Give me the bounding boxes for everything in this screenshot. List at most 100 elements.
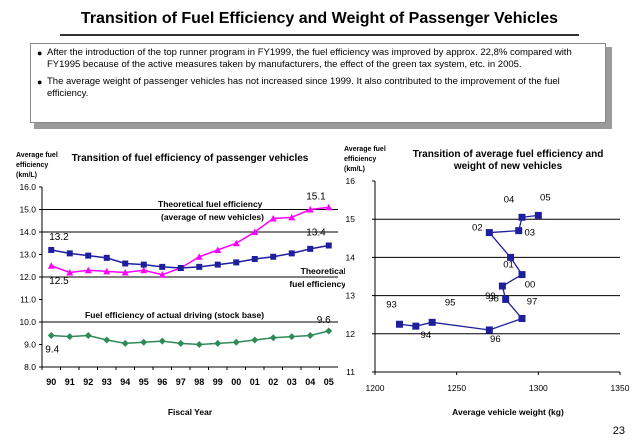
series-label: Theoretical [301,266,345,276]
data-label: 9.6 [317,315,331,326]
data-label: 15.1 [306,191,326,202]
x-tick-label: 02 [268,377,278,387]
point-label: 04 [504,194,515,205]
point-label: 99 [485,291,496,302]
data-point-year-97 [518,315,526,323]
slide-title: Transition of Fuel Efficiency and Weight… [80,10,559,27]
y-tick-label: 11.0 [20,295,36,305]
data-point-theoretical [47,262,55,269]
x-tick-label: 99 [213,377,223,387]
data-point-average [159,263,166,270]
x-tick-label: 91 [65,377,75,387]
y-tick-label: 12.0 [19,272,36,282]
data-point-average [140,261,147,268]
data-point-year-94 [412,322,420,330]
y-axis-label: Average fuel [344,146,386,153]
weight-efficiency-scatter-chart: Transition of average fuel efficiency an… [344,146,630,417]
data-point-theoretical [121,269,129,276]
data-point-average [214,261,221,268]
data-point-theoretical [232,239,240,247]
data-point-average [66,250,73,257]
x-tick-label: 1350 [611,383,630,393]
y-axis-label: efficiency [16,162,48,169]
data-point-actual [140,338,148,346]
series-label: Fuel efficiency of actual driving (stock… [85,310,264,320]
x-tick-label: 01 [250,377,260,387]
data-point-theoretical [66,269,74,276]
data-point-actual [269,334,277,342]
chart-title: Transition of average fuel efficiency an… [413,149,604,160]
data-point-average [48,247,55,253]
data-point-average [103,254,110,261]
data-point-actual [177,339,185,347]
x-tick-label: 90 [46,377,56,387]
y-axis-label: (km/L) [16,172,37,179]
data-point-theoretical [158,271,166,278]
data-point-actual [195,341,203,348]
x-tick-label: 1250 [447,383,466,393]
point-label: 03 [524,228,535,239]
data-point-average [270,253,277,260]
point-label: 00 [525,280,536,291]
data-point-actual [232,338,240,346]
series-label: (average of new vehicles) [161,212,264,222]
x-tick-label: 05 [324,377,334,387]
data-point-theoretical [269,215,277,222]
page-number: 23 [612,425,625,437]
fuel-efficiency-line-chart: Transition of fuel efficiency of passeng… [16,152,345,417]
data-point-average [122,260,129,267]
data-point-year-00 [518,271,526,279]
point-label: 97 [527,297,538,308]
data-point-actual [84,332,92,339]
x-tick-label: 04 [305,377,315,387]
bullet-item: ● The average weight of passenger vehicl… [37,76,599,100]
data-point-actual [214,339,222,347]
bullet-dot-icon: ● [37,48,43,58]
data-point-actual [103,336,111,344]
x-axis-label: Average vehicle weight (kg) [452,407,564,417]
series-line-2 [51,244,329,269]
title-underline [60,34,579,36]
data-point-theoretical [325,203,333,211]
x-tick-label: 96 [157,377,167,387]
data-point-average [251,256,258,262]
x-axis-label: Fiscal Year [168,407,213,417]
y-tick-label: 13 [346,291,356,301]
summary-box: ● After the introduction of the top runn… [30,43,606,123]
series-line-3 [51,330,329,346]
data-point-average [233,259,240,266]
point-label: 96 [490,334,501,345]
bullet-text: After the introduction of the top runner… [47,47,572,70]
data-point-year-03 [515,227,523,235]
y-axis-label: (km/L) [344,166,365,173]
data-point-theoretical [195,253,203,260]
y-tick-label: 16 [346,176,356,186]
data-point-actual [66,333,74,341]
x-tick-label: 95 [139,377,149,387]
data-point-average [196,263,203,270]
x-tick-label: 94 [120,377,130,387]
bullet-dot-icon: ● [37,77,43,87]
y-tick-label: 14.0 [19,227,36,237]
data-point-year-93 [396,320,403,328]
data-point-actual [158,337,166,345]
series-label: fuel efficiency [289,279,345,289]
data-point-average [288,250,295,257]
data-point-theoretical [140,266,148,274]
data-point-average [325,242,332,249]
data-point-actual [121,339,129,347]
point-label: 98 [488,293,499,304]
data-label: 9.4 [45,345,59,356]
chart-title: weight of new vehicles [453,161,563,172]
data-point-year-02 [485,229,493,237]
y-tick-label: 9.0 [24,340,36,350]
x-tick-label: 97 [176,377,186,387]
data-point-actual [306,332,314,339]
data-point-average [85,252,92,259]
x-tick-label: 98 [194,377,204,387]
data-point-year-04 [518,213,526,221]
y-tick-label: 12 [346,329,356,339]
bullet-text: The average weight of passenger vehicles… [47,76,560,99]
x-tick-label: 93 [102,377,112,387]
chart-title: Transition of fuel efficiency of passeng… [72,153,309,164]
